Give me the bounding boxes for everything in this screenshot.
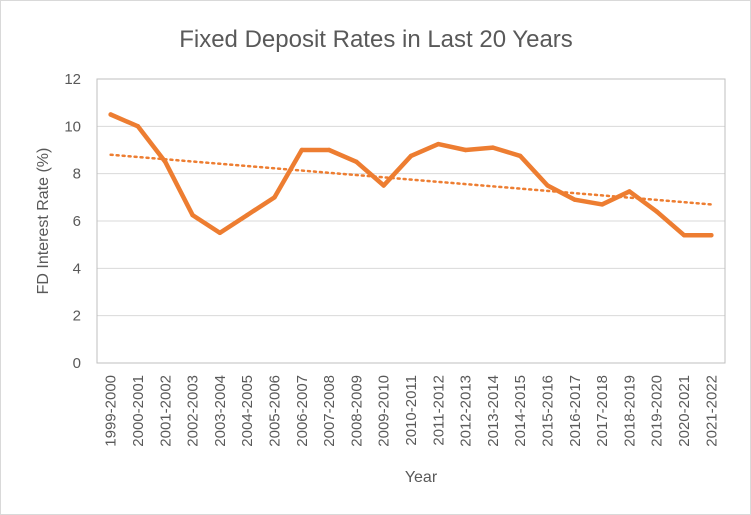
data-point [436,141,441,147]
x-tick-label: 2020-2021 [676,375,693,447]
y-tick-label: 2 [73,308,81,325]
chart-title: Fixed Deposit Rates in Last 20 Years [179,26,573,53]
x-tick-label: 2013-2014 [485,375,502,447]
trendline [109,153,713,206]
x-tick-label: 2012-2013 [458,375,475,447]
data-point [217,230,223,236]
data-point [654,209,659,214]
data-point [163,159,168,165]
x-tick-label: 1999-2000 [103,375,120,447]
data-point [572,197,578,202]
x-tick-label: 2010-2011 [403,375,420,446]
x-tick-label: 2019-2020 [649,375,666,447]
data-point [135,124,141,129]
x-tick-label: 2014-2015 [512,375,529,447]
x-tick-label: 2000-2001 [130,375,147,447]
data-point [681,233,687,238]
data-point [190,212,195,218]
data-point [599,202,605,207]
y-axis-ticks: 0 2 4 6 8 10 12 [64,71,81,372]
x-tick-label: 2015-2016 [540,375,557,447]
y-tick-label: 4 [73,260,81,277]
x-tick-label: 2021-2022 [703,375,720,447]
x-tick-label: 2009-2010 [376,375,393,447]
y-tick-label: 10 [64,118,81,135]
data-point [381,183,386,188]
x-tick-label: 2004-2005 [239,375,256,447]
x-axis-label: Year [405,469,438,486]
data-point [463,147,468,153]
data-point [709,233,714,238]
data-point [272,195,277,200]
x-tick-label: 2008-2009 [348,375,365,447]
data-point [518,153,523,159]
gridlines [96,78,726,364]
data-point [545,183,550,188]
data-point [108,112,113,117]
y-tick-label: 12 [64,71,81,88]
y-axis-label: FD Interest Rate (%) [35,148,52,295]
y-tick-label: 0 [73,355,81,372]
plot-series [108,112,714,238]
x-tick-label: 2002-2003 [185,375,202,447]
x-tick-label: 2001-2002 [157,375,174,447]
x-tick-label: 2005-2006 [266,375,283,447]
y-tick-label: 6 [73,213,81,230]
data-point [408,153,414,159]
x-tick-label: 2007-2008 [321,375,338,447]
data-point [490,145,496,150]
data-point [244,212,250,218]
x-tick-label: 2011-2012 [430,375,447,446]
x-axis-ticks: 1999-2000 2000-2001 2001-2002 2002-2003 2003… [103,375,721,447]
x-tick-label: 2006-2007 [294,375,311,447]
x-tick-label: 2003-2004 [212,375,229,447]
x-tick-label: 2017-2018 [594,375,611,447]
data-point [354,159,359,165]
plot-area [96,78,726,364]
data-point [627,189,632,194]
series-line [108,112,714,238]
data-point [299,147,304,153]
x-tick-label: 2018-2019 [621,375,638,447]
x-tick-label: 2016-2017 [567,375,584,447]
data-point [326,147,332,153]
y-tick-label: 8 [73,166,81,183]
